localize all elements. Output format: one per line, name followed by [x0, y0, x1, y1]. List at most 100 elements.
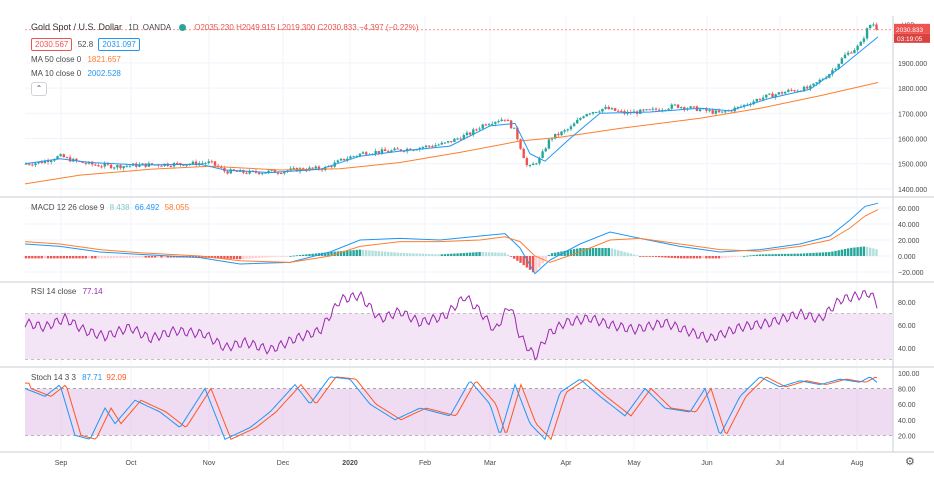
- candle-body: [528, 165, 532, 167]
- candle-body: [708, 110, 711, 112]
- candle-body: [563, 130, 566, 132]
- buy-price[interactable]: 2031.097: [98, 38, 140, 51]
- candle-body: [717, 110, 721, 113]
- collapse-legend-button[interactable]: ⌃: [31, 82, 47, 96]
- macd-histogram-bar: [72, 256, 75, 259]
- candle-body: [777, 92, 781, 95]
- macd-histogram-bar: [620, 251, 623, 256]
- candle-body: [472, 129, 475, 135]
- macd-histogram-bar: [169, 256, 173, 258]
- macd-histogram-bar: [53, 256, 56, 259]
- macd-histogram-bar: [342, 250, 346, 256]
- candle-body: [598, 111, 601, 113]
- macd-histogram-bar: [302, 254, 305, 256]
- rsi-band: [25, 313, 893, 360]
- ma50-legend[interactable]: MA 50 close 0 1821.657: [31, 55, 121, 64]
- candle-body: [519, 139, 522, 149]
- candle-body: [201, 163, 204, 165]
- macd-histogram-bar: [585, 248, 588, 256]
- ma50-label: MA 50 close 0: [31, 55, 82, 64]
- macd-histogram-bar: [456, 253, 459, 256]
- candle-body: [365, 152, 368, 155]
- candle-body: [774, 94, 777, 98]
- candle-body: [761, 97, 765, 100]
- candle-body: [440, 142, 443, 145]
- candle-body: [428, 145, 431, 147]
- macd-histogram-bar: [654, 256, 658, 257]
- macd-histogram-bar: [821, 252, 825, 256]
- candle-body: [128, 165, 132, 167]
- macd-histogram-bar: [639, 256, 642, 257]
- macd-histogram-bar: [465, 252, 469, 256]
- candle-body: [557, 133, 560, 136]
- candle-body: [245, 172, 248, 174]
- rsi-value: 77.14: [82, 287, 103, 296]
- macd-histogram-bar: [667, 256, 670, 258]
- candle-body: [613, 108, 617, 111]
- macd-legend[interactable]: MACD 12 26 close 9 8.438 66.492 58.055: [31, 203, 189, 212]
- macd-histogram-bar: [727, 256, 730, 258]
- time-tick-label: Nov: [203, 460, 216, 467]
- candle-body: [771, 93, 774, 98]
- symbol-name[interactable]: Gold Spot / U.S. Dollar: [31, 22, 123, 32]
- macd-histogram-bar: [198, 256, 201, 258]
- interval[interactable]: 1D: [128, 23, 139, 32]
- ma10-legend[interactable]: MA 10 close 0 2002.528: [31, 69, 121, 78]
- macd-histogram-bar: [248, 256, 251, 259]
- candle-body: [673, 104, 677, 106]
- candle-body: [588, 113, 592, 115]
- ohlc-open: O2035.230: [194, 23, 234, 32]
- candle-body: [314, 166, 317, 169]
- candle-body: [84, 162, 88, 164]
- time-tick-label: Apr: [561, 460, 573, 467]
- macd-histogram-bar: [831, 251, 834, 256]
- candle-body: [324, 167, 327, 171]
- macd-histogram-bar: [371, 250, 374, 256]
- sell-price[interactable]: 2030.567: [31, 38, 73, 51]
- candle-body: [730, 110, 733, 112]
- stoch-legend[interactable]: Stoch 14 3 3 87.71 92.09: [31, 373, 126, 382]
- candle-body: [802, 86, 806, 92]
- macd-histogram-bar: [705, 256, 708, 259]
- macd-histogram-bar: [387, 251, 390, 256]
- macd-histogram-bar: [824, 252, 828, 256]
- candle-body: [34, 163, 37, 166]
- candle-body: [579, 118, 582, 120]
- macd-histogram-bar: [481, 252, 484, 256]
- rsi-legend[interactable]: RSI 14 close 77.14: [31, 287, 103, 296]
- macd-histogram-bar: [415, 253, 418, 256]
- candle-body: [720, 111, 724, 113]
- candle-body: [292, 167, 295, 169]
- chart-header: Gold Spot / U.S. Dollar 1D OANDA O2035.2…: [31, 22, 419, 32]
- macd-label: MACD 12 26 close 9: [31, 203, 105, 212]
- settings-gear-icon[interactable]: ⚙: [905, 456, 915, 468]
- macd-histogram-bar: [279, 256, 283, 257]
- candle-body: [796, 90, 799, 92]
- rsi-tick-label: 40.00: [898, 346, 916, 353]
- candle-body: [535, 163, 538, 165]
- macd-histogram-bar: [692, 256, 695, 259]
- macd-histogram-bar: [796, 253, 799, 256]
- candle-body: [261, 173, 264, 175]
- macd-histogram-bar: [522, 256, 525, 266]
- candle-body: [119, 165, 122, 169]
- candle-body: [645, 109, 648, 111]
- candle-body: [27, 163, 31, 165]
- macd-histogram-bar: [31, 256, 34, 259]
- macd-histogram-bar: [484, 252, 488, 256]
- macd-histogram-bar: [680, 256, 683, 259]
- candle-body: [853, 50, 856, 54]
- macd-line: [24, 202, 879, 275]
- macd-histogram-bar: [135, 256, 138, 258]
- price-tick-label: 1800.000: [898, 86, 927, 93]
- candle-body: [711, 110, 714, 114]
- macd-tick-label: 60.000: [898, 206, 920, 213]
- candle-body: [497, 121, 500, 123]
- macd-histogram-bar: [43, 256, 47, 259]
- candle-body: [846, 52, 850, 55]
- candle-body: [500, 119, 503, 122]
- macd-histogram-bar: [216, 256, 220, 259]
- macd-histogram-bar: [554, 252, 557, 256]
- macd-histogram-bar: [746, 255, 749, 257]
